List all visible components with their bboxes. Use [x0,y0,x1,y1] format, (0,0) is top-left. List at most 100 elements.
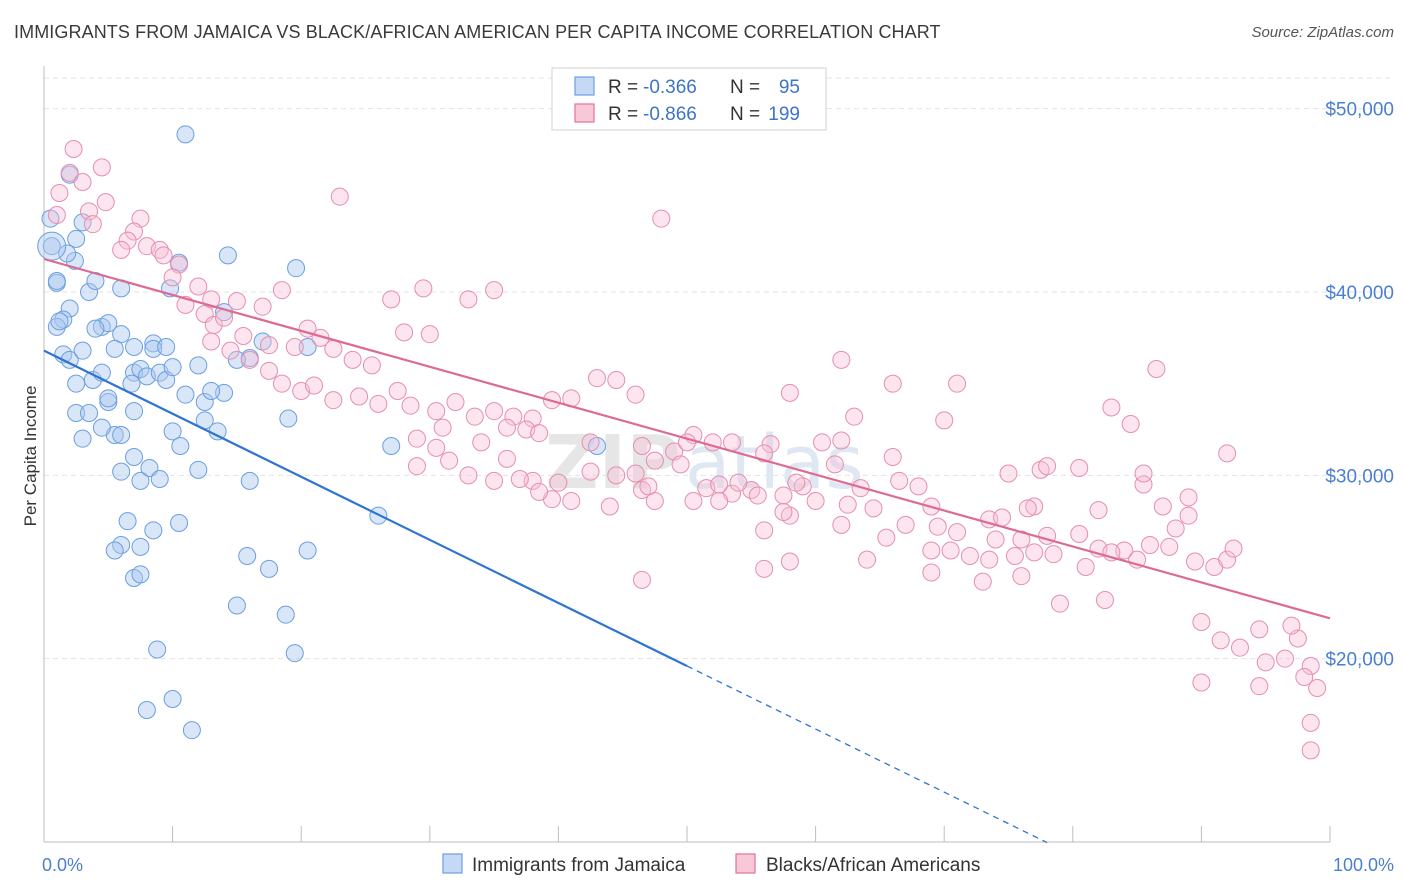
legend-n-label-1: N = [730,77,760,98]
jamaica-point [65,251,84,270]
black-african-american-point [459,466,478,485]
black-african-american-point [497,418,516,437]
black-african-american-point [928,517,947,536]
y-tick-label: $20,000 [1325,650,1394,671]
black-african-american-point [260,336,279,355]
black-african-american-point [227,292,246,311]
source-credit: Source: ZipAtlas.com [1251,24,1394,41]
jamaica-point [67,404,86,422]
jamaica-point [140,459,159,477]
chart-title: IMMIGRANTS FROM JAMAICA VS BLACK/AFRICAN… [14,22,941,42]
jamaica-point [176,385,195,404]
jamaica-point [131,471,150,490]
jamaica-point [287,259,306,278]
jamaica-point [60,299,79,318]
black-african-american-point [780,552,799,571]
black-african-american-point [587,369,606,388]
black-african-american-point [1230,638,1249,657]
black-african-american-point [1211,631,1230,650]
bottom-legend-label-2: Blacks/African Americans [766,855,980,876]
black-african-american-point [607,371,626,389]
black-african-american-point [671,455,690,474]
black-african-american-point [1192,613,1211,631]
black-african-american-point [684,492,703,510]
black-african-american-point [1301,741,1320,760]
black-african-american-point [1012,567,1031,586]
black-african-american-point [883,374,902,393]
black-african-american-point [948,523,967,542]
legend-swatch-pink [574,103,595,123]
black-african-american-point [960,547,979,565]
black-african-american-point [755,444,774,463]
black-african-american-point [112,240,131,259]
black-african-american-point [1050,594,1069,613]
legend-r-value-1: -0.366 [643,77,697,98]
black-african-american-point [999,464,1018,483]
black-african-american-point [1025,543,1044,562]
jamaica-point [92,418,111,437]
black-african-american-point [382,290,401,309]
black-african-american-point [581,462,600,481]
black-african-american-point [1147,360,1166,378]
series-immigrants-from-jamaica [37,125,606,740]
black-african-american-point [787,473,806,492]
legend-n-label-2: N = [730,104,760,125]
black-african-american-point [221,341,240,360]
black-african-american-point [813,433,832,452]
jamaica-point [182,721,201,740]
black-african-american-point [755,521,774,540]
y-axis-label: Per Capita Income [21,386,40,527]
black-african-american-point [1095,591,1114,609]
trend-line-jamaica [43,349,688,667]
black-african-american-point [1044,545,1063,564]
jamaica-point [227,350,246,369]
black-african-american-point [272,374,291,393]
jamaica-point [202,382,221,400]
jamaica-point [86,319,105,338]
jamaica-point [171,437,190,455]
black-african-american-point [980,550,999,569]
jamaica-point [131,537,150,556]
black-african-american-point [774,503,793,521]
black-african-american-point [414,279,433,298]
jamaica-point [382,437,401,455]
jamaica-point [238,547,257,565]
black-african-american-point [1282,616,1301,635]
jamaica-point [125,448,144,466]
black-african-american-point [755,559,774,578]
black-african-american-point [1076,558,1095,576]
black-african-american-point [407,457,426,476]
jamaica-point [170,514,189,532]
black-african-american-point [497,449,516,468]
jamaica-point [73,429,92,448]
black-african-american-point [986,530,1005,549]
jamaica-point-large [37,231,67,261]
black-african-american-point [922,541,941,560]
black-african-american-point [652,209,671,228]
jamaica-point [285,644,304,663]
black-african-american-point [465,407,484,426]
jamaica-point [131,360,150,378]
black-african-american-point [350,387,369,406]
black-african-american-point [305,376,324,395]
black-african-american-point [202,332,221,351]
black-african-american-point [1018,499,1037,518]
black-african-american-point [530,424,549,443]
x-tick-label-start: 0.0% [42,855,83,875]
black-african-american-point [50,184,69,202]
black-african-american-point [1185,552,1204,571]
jamaica-point [163,358,182,377]
jamaica-point [125,338,144,356]
trend-line-jamaica-extrapolated [686,665,1048,844]
black-african-american-point [993,508,1012,527]
jamaica-point [279,409,298,428]
jamaica-point [189,356,208,375]
black-african-american-point [1301,713,1320,732]
jamaica-point [227,596,246,615]
jamaica-point [99,389,118,408]
jamaica-point [105,541,124,560]
black-african-american-point [1025,497,1044,516]
svg-text:ZIP: ZIP [545,420,680,506]
black-african-american-point [562,492,581,510]
black-african-american-point [472,433,491,452]
